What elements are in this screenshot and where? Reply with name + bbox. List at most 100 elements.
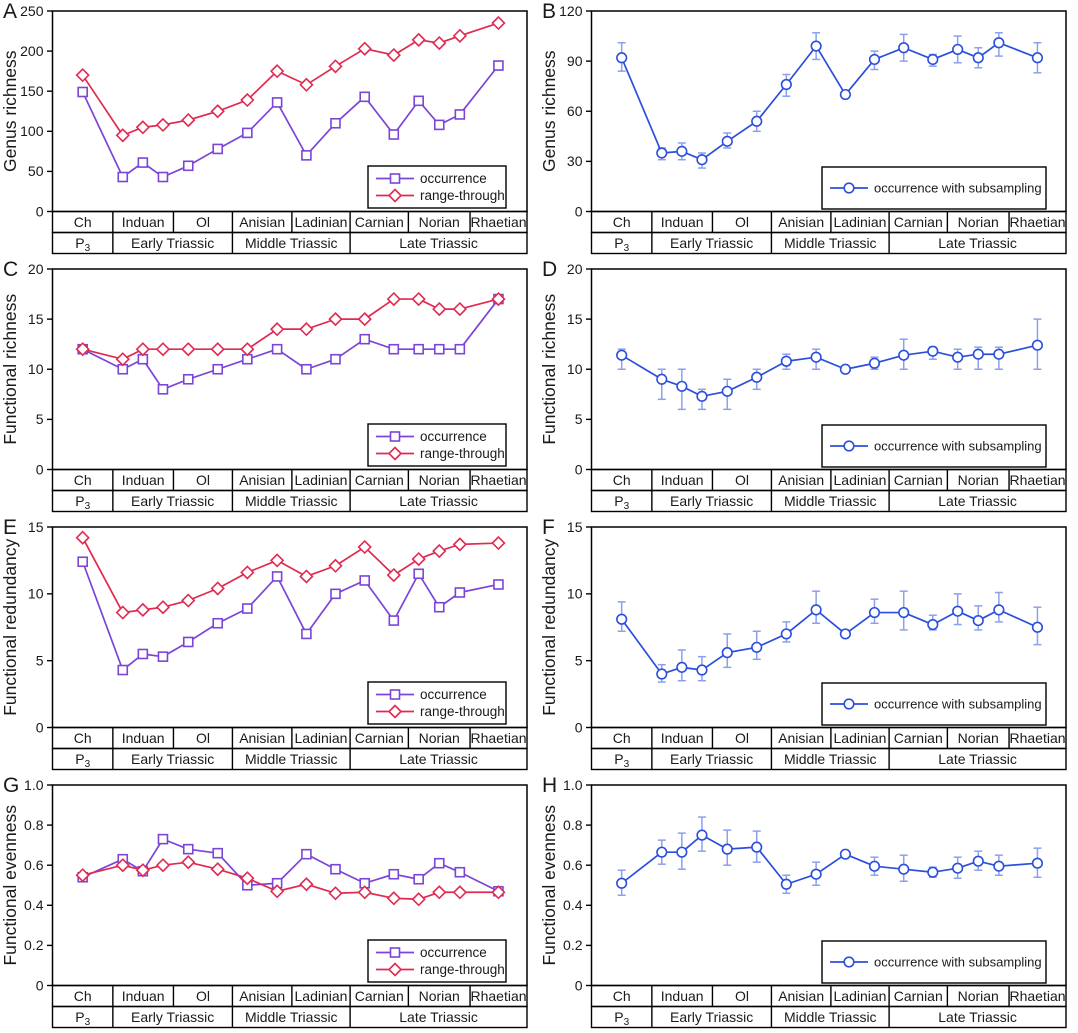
marker-circle xyxy=(656,147,668,159)
marker-circle xyxy=(868,860,881,872)
stage-label: Ch xyxy=(74,214,92,230)
marker-diamond xyxy=(299,569,314,584)
chart-D: 0 5 10 15 20 Functional richness D Ch Induan Ol An… xyxy=(539,258,1067,513)
marker-circle xyxy=(972,855,984,867)
marker-circle xyxy=(839,88,852,101)
y-tick-label: 5 xyxy=(575,411,583,427)
era-label: Late Triassic xyxy=(399,235,478,251)
marker-circle xyxy=(1031,857,1044,869)
legend-label: occurrence xyxy=(420,429,487,444)
marker-diamond xyxy=(491,535,506,551)
series-range-through xyxy=(75,15,506,143)
marker-circle xyxy=(952,351,964,363)
y-tick-label: 100 xyxy=(20,123,44,139)
marker-circle xyxy=(839,363,852,375)
era-label: Middle Triassic xyxy=(784,493,877,509)
marker-circle xyxy=(696,664,708,676)
legend-label: occurrence xyxy=(420,945,487,960)
marker-diamond xyxy=(386,47,401,63)
marker-diamond xyxy=(328,59,343,74)
stage-label: Ladinian xyxy=(834,730,887,746)
stage-label: Rhaetian xyxy=(471,214,527,230)
stage-label: Ch xyxy=(613,214,631,230)
marker-circle xyxy=(751,115,763,127)
marker-circle xyxy=(696,829,708,841)
panel-letter: G xyxy=(3,774,19,797)
marker-diamond xyxy=(432,885,447,900)
marker-square xyxy=(433,601,445,613)
marker-square xyxy=(212,847,224,859)
legend-label: range-through xyxy=(420,446,505,461)
marker-square xyxy=(212,143,224,155)
stage-label: Ladinian xyxy=(295,988,348,1004)
y-tick-label: 250 xyxy=(20,3,44,19)
era-label: Late Triassic xyxy=(938,235,1017,251)
marker-circle xyxy=(656,668,668,680)
stage-label: Induan xyxy=(122,472,165,488)
marker-square xyxy=(433,119,445,131)
stage-label: Ol xyxy=(196,988,210,1004)
marker-square xyxy=(330,863,341,875)
era-label: Early Triassic xyxy=(131,493,214,509)
marker-circle xyxy=(616,877,628,889)
marker-circle xyxy=(656,846,668,858)
marker-square xyxy=(388,868,400,880)
marker-square xyxy=(493,579,504,590)
legend-label: range-through xyxy=(420,962,505,977)
marker-square xyxy=(301,848,312,860)
y-tick-label: 1.0 xyxy=(563,777,583,793)
y-tick-label: 0.8 xyxy=(563,817,583,833)
series-line xyxy=(620,609,1038,675)
series-line xyxy=(82,861,499,901)
series-line xyxy=(82,298,500,391)
marker-diamond xyxy=(181,593,196,608)
stage-label: Ol xyxy=(196,730,210,746)
marker-square xyxy=(454,587,466,598)
marker-circle xyxy=(993,604,1005,616)
marker-circle xyxy=(616,52,628,64)
marker-circle xyxy=(751,841,763,853)
panel-G: 0 0.2 0.4 0.6 0.8 1.0 Functional evenness G Ch In… xyxy=(0,774,539,1032)
marker-diamond xyxy=(411,32,426,48)
stage-label: Norian xyxy=(419,214,460,230)
chart-A: 0 50 100 150 200 250 Genus richness A Ch Induan Ol… xyxy=(0,0,528,255)
stage-label: Carnian xyxy=(894,214,943,230)
y-tick-label: 0.4 xyxy=(563,897,583,913)
marker-diamond xyxy=(411,551,426,567)
marker-square xyxy=(271,97,283,108)
stage-label: Anisian xyxy=(239,988,285,1004)
marker-diamond xyxy=(328,886,343,901)
marker-square xyxy=(493,60,504,71)
marker-diamond xyxy=(452,28,467,43)
marker-diamond xyxy=(155,600,171,615)
marker-square xyxy=(359,91,371,103)
stage-label: Ladinian xyxy=(834,988,887,1004)
series-occurrence xyxy=(77,293,504,395)
marker-square xyxy=(301,628,312,640)
marker-square xyxy=(157,384,169,395)
series-occurrence xyxy=(77,556,504,676)
era-label: Early Triassic xyxy=(131,751,214,767)
stage-label: Anisian xyxy=(778,214,824,230)
era-row xyxy=(590,747,1067,771)
marker-diamond xyxy=(299,877,314,892)
stage-label: Carnian xyxy=(894,730,943,746)
series-range-through xyxy=(75,530,506,620)
marker-circle xyxy=(927,345,939,357)
era-row xyxy=(51,231,528,255)
era-row xyxy=(51,489,528,513)
marker-diamond xyxy=(181,855,196,870)
stage-label: Ol xyxy=(735,214,749,230)
stage-label: Rhaetian xyxy=(471,730,527,746)
marker-diamond xyxy=(411,291,426,307)
y-axis-title: Genus richness xyxy=(539,50,559,172)
panel-letter: D xyxy=(542,258,557,281)
stage-label: Ol xyxy=(735,472,749,488)
era-label: Late Triassic xyxy=(399,751,478,767)
marker-square xyxy=(389,431,401,442)
stage-label: Induan xyxy=(122,988,165,1004)
era-label: Early Triassic xyxy=(131,1009,214,1025)
marker-diamond xyxy=(491,885,506,900)
